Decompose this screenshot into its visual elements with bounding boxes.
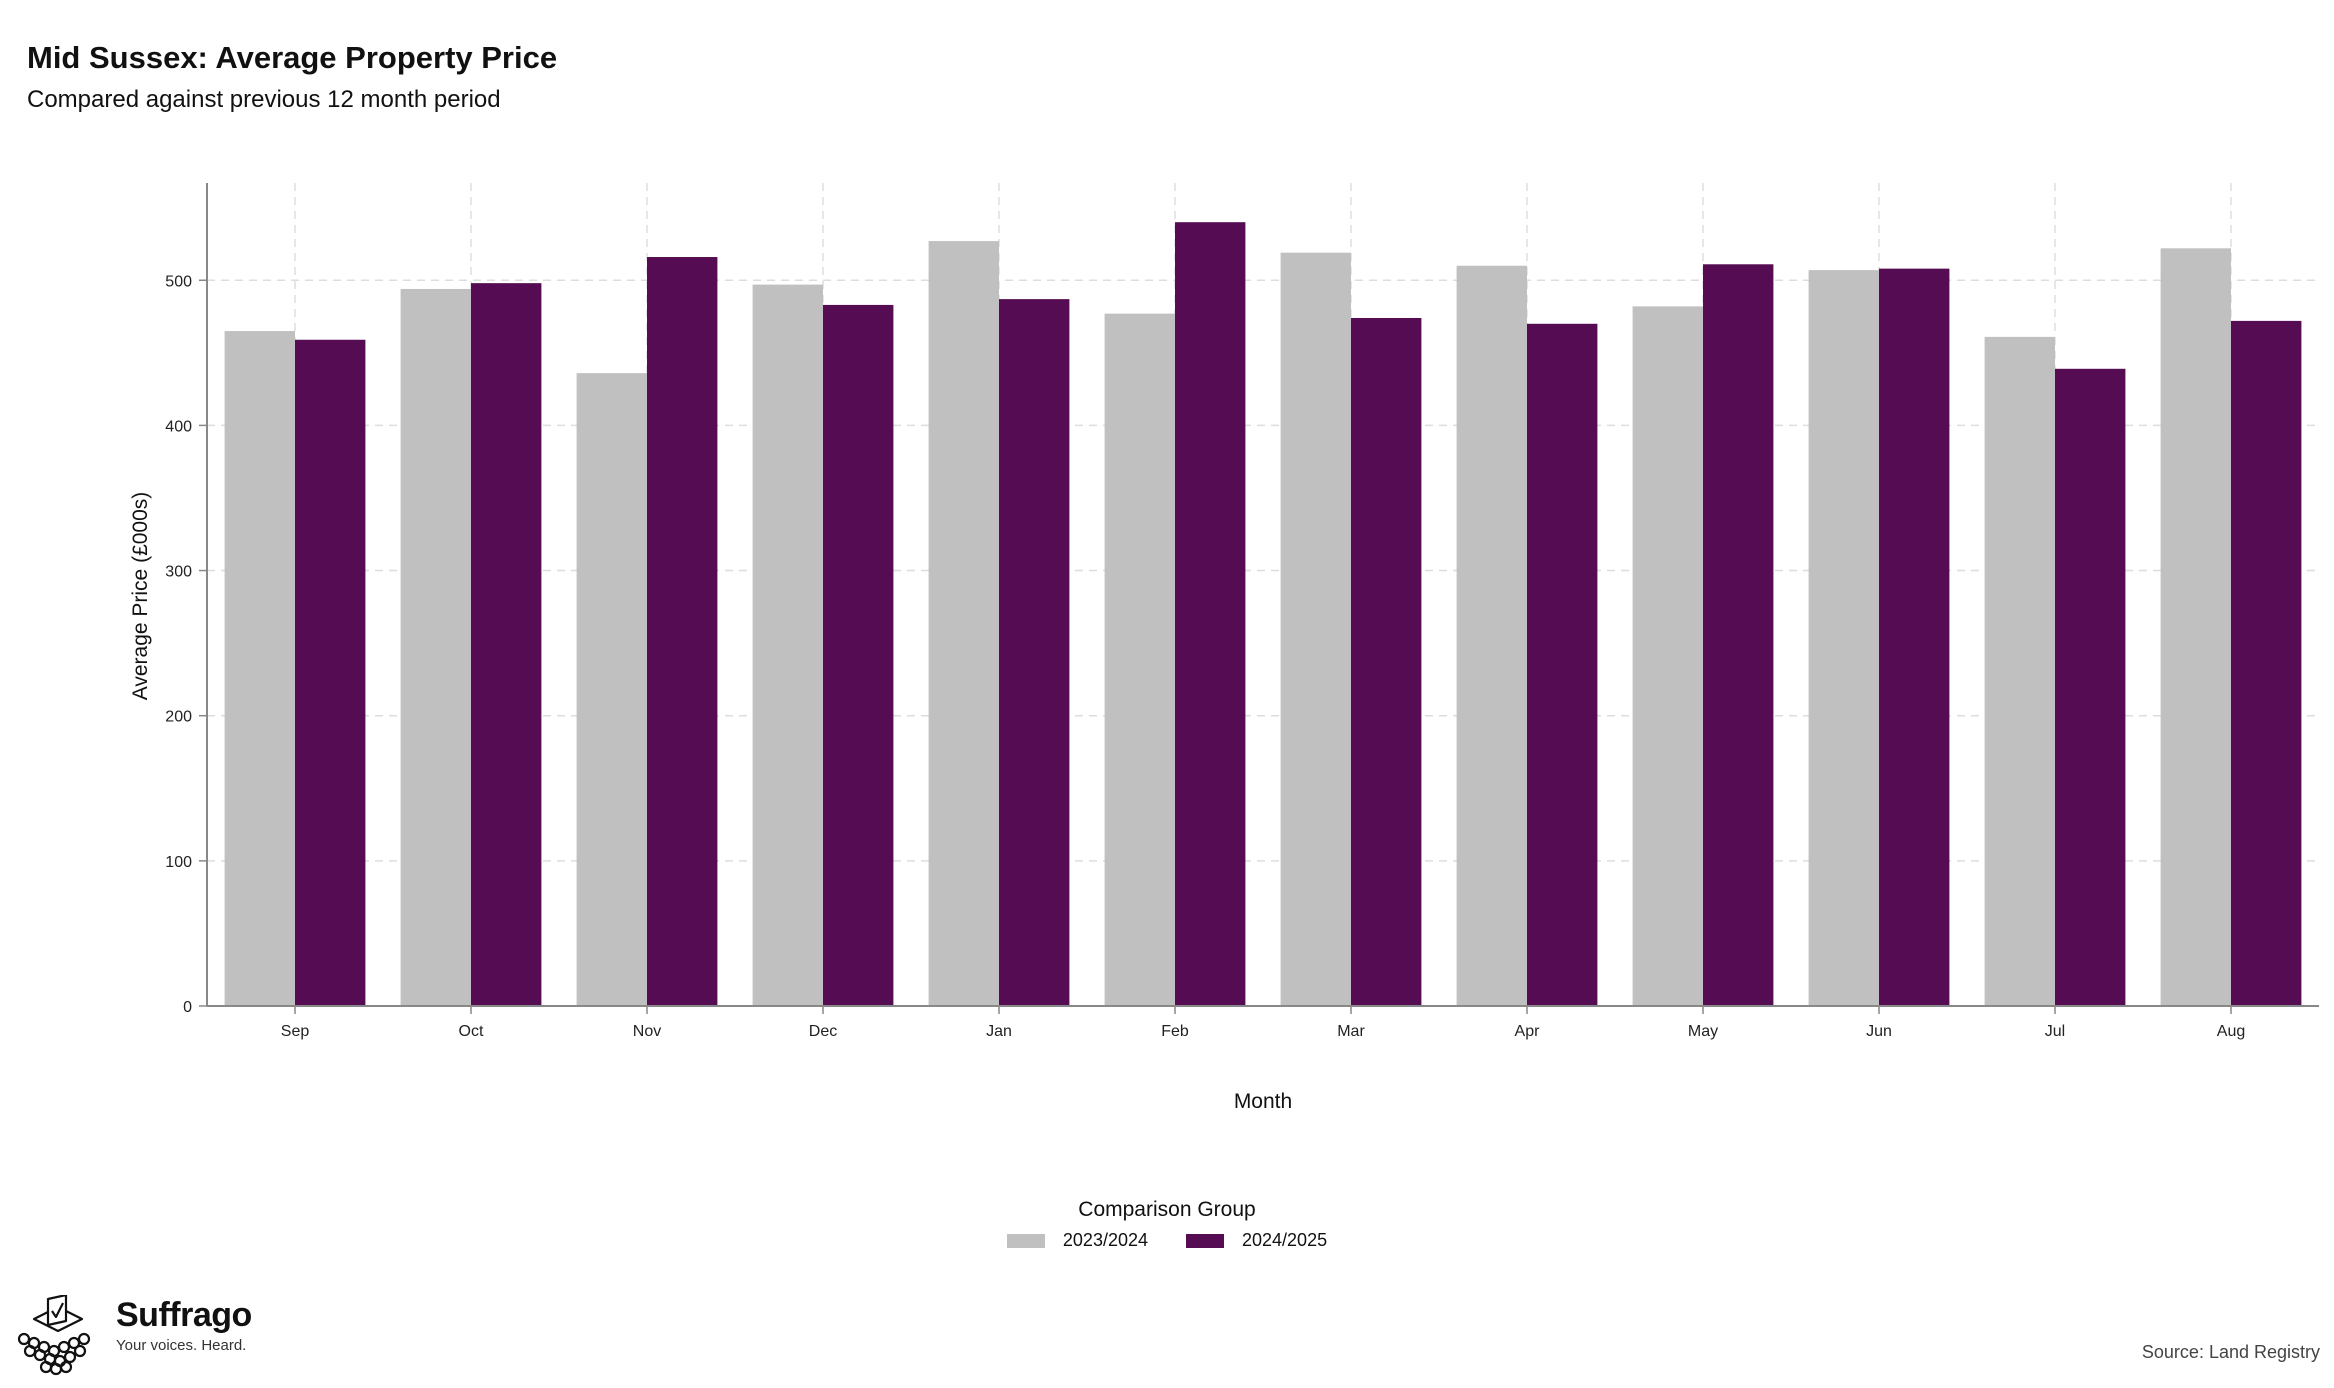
bar-2024-2025-dec [823,304,894,1007]
bar-2024-2025-aug [2231,320,2302,1006]
chart-subtitle: Compared against previous 12 month perio… [27,86,501,113]
bar-2023-2024-jan [928,241,999,1007]
legend-item-series-2: 2024/2025 [1186,1230,1327,1251]
x-tick-label: Apr [1515,1023,1541,1040]
legend: Comparison Group 2023/2024 2024/2025 [0,1198,2334,1251]
axes [199,183,2319,1014]
bar-2023-2024-sep [224,331,295,1006]
x-tick-label: Oct [459,1023,484,1040]
bar-2023-2024-mar [1280,252,1351,1007]
bar-2024-2025-oct [471,283,542,1006]
y-axis-title: Average Price (£000s) [129,492,152,701]
x-tick-label: Jun [1866,1023,1892,1040]
brand-logo: Suffrago Your voices. Heard. [14,1295,252,1377]
bar-2024-2025-jul [2055,368,2126,1007]
x-tick-label: Dec [809,1023,837,1040]
bar-2023-2024-dec [752,284,823,1006]
legend-swatch [1006,1233,1045,1248]
x-tick-label: Nov [633,1023,661,1040]
bar-chart: 0 100 200 300 400 500 Sep Oct Nov Dec Jan Feb Mar Apr… [129,183,2319,1113]
y-tick-label: 200 [165,709,192,726]
legend-title: Comparison Group [1078,1198,1256,1221]
bar-2023-2024-nov [576,373,647,1007]
bars [224,222,2302,1007]
y-tick-label: 500 [165,273,192,290]
tick-labels: 0 100 200 300 400 500 Sep Oct Nov Dec Jan Feb Mar Apr… [165,273,2245,1040]
bar-2023-2024-jun [1808,270,1879,1006]
bar-2024-2025-jun [1879,268,1950,1007]
x-tick-label: Mar [1337,1023,1365,1040]
y-tick-label: 100 [165,854,192,871]
legend-swatch [1186,1233,1224,1248]
bar-2024-2025-feb [1175,222,1246,1006]
bar-2024-2025-nov [647,257,718,1006]
bar-2023-2024-jul [1984,336,2055,1007]
x-tick-label: May [1688,1023,1718,1040]
brand-tagline: Your voices. Heard. [116,1337,247,1354]
bar-2024-2025-mar [1351,317,1422,1007]
bar-2024-2025-apr [1527,323,1598,1006]
brand-name: Suffrago [116,1296,252,1334]
bar-2024-2025-sep [295,339,366,1006]
source-note: Source: Land Registry [2141,1342,2320,1362]
bar-2023-2024-oct [400,288,471,1006]
legend-label: 2023/2024 [1062,1230,1148,1250]
bar-2024-2025-may [1703,264,1774,1006]
y-tick-label: 400 [165,418,192,435]
bar-2023-2024-may [1632,306,1703,1006]
legend-label: 2024/2025 [1242,1230,1328,1250]
x-tick-label: Sep [281,1023,310,1040]
bar-2023-2024-aug [2160,248,2231,1007]
bar-2024-2025-jan [999,299,1070,1006]
x-tick-label: Jan [986,1023,1012,1040]
x-tick-label: Feb [1161,1023,1189,1040]
ballot-box-icon [17,1295,91,1376]
y-tick-label: 300 [165,564,192,581]
chart-title: Mid Sussex: Average Property Price [27,40,558,75]
legend-item-series-1: 2023/2024 [1006,1230,1148,1251]
x-tick-label: Aug [2217,1023,2245,1040]
x-axis-title: Month [1234,1090,1292,1113]
bar-2023-2024-apr [1456,265,1527,1006]
bar-2023-2024-feb [1104,313,1175,1007]
x-tick-label: Jul [2045,1023,2065,1040]
y-tick-label: 0 [183,999,192,1016]
